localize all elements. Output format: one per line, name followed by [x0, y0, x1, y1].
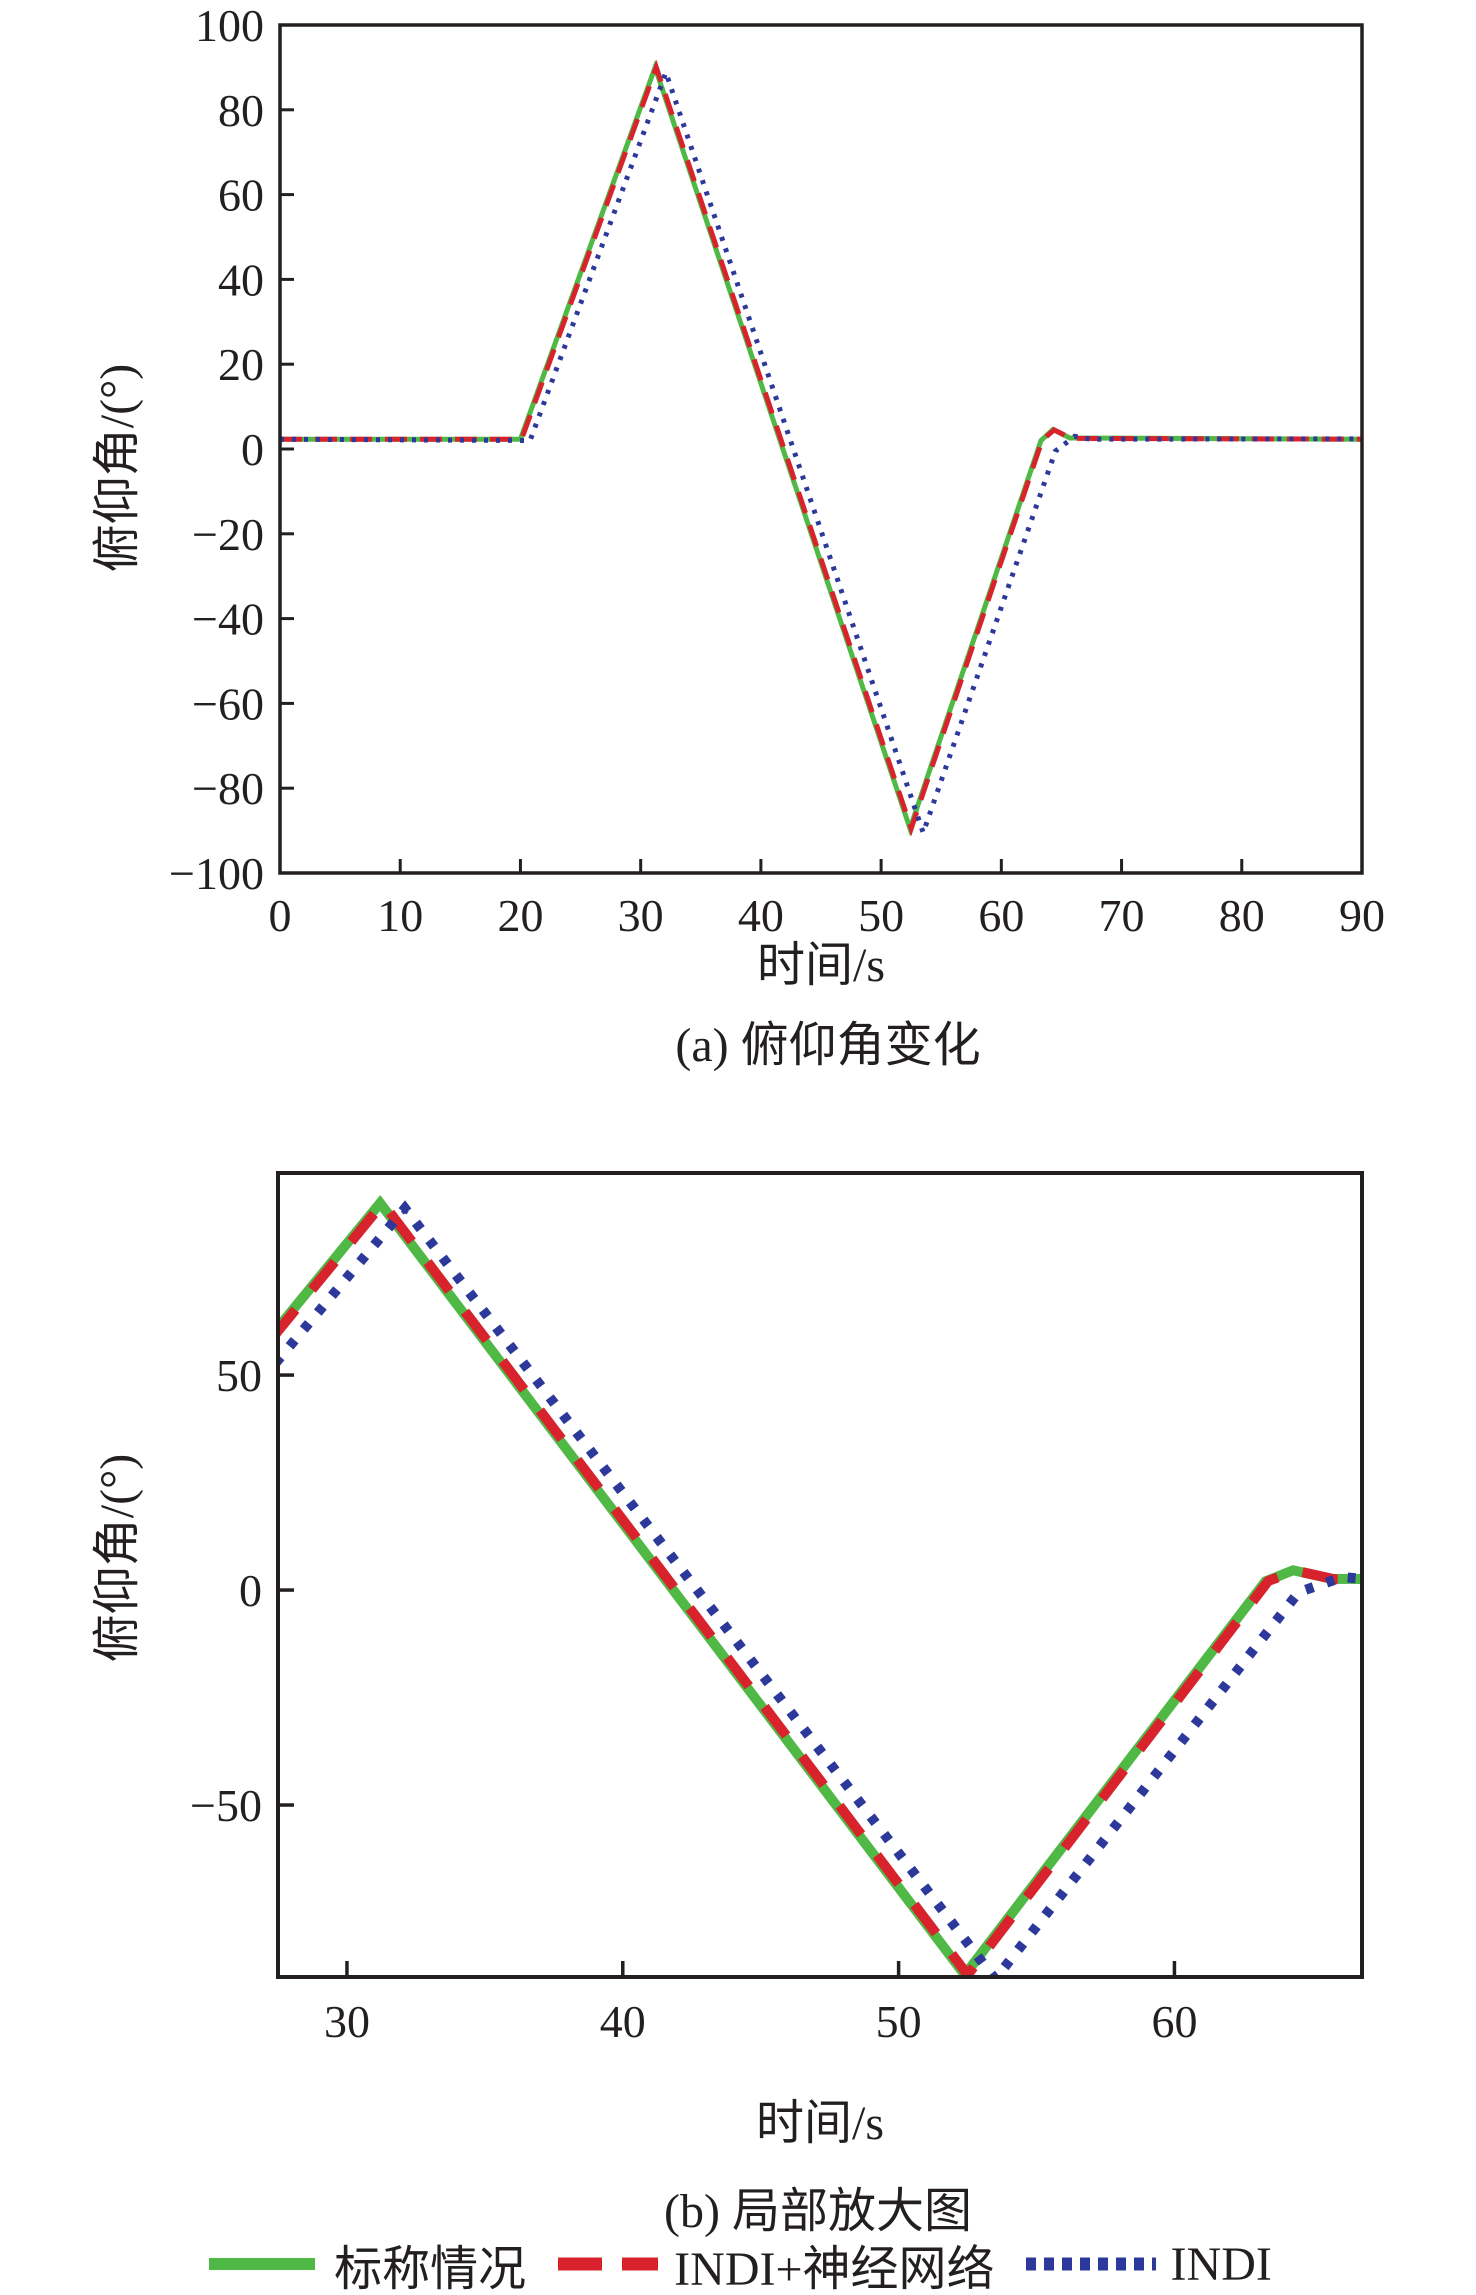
x-tick-label: 30 [618, 890, 664, 941]
x-tick-label: 70 [1099, 890, 1145, 941]
dashed-line-swatch-icon [558, 2257, 659, 2271]
y-tick-label: 20 [218, 339, 264, 390]
x-tick-label: 30 [324, 1996, 370, 2047]
x-tick-label: 40 [600, 1996, 646, 2047]
x-tick-label: 60 [978, 890, 1024, 941]
y-tick-label: 80 [218, 85, 264, 136]
chart-b-x-axis-label: 时间/s [755, 2097, 885, 2150]
legend-item-nominal: 标称情况 [204, 2229, 526, 2295]
chart-b-plot-area: 30 40 50 60 50 0 −50 [190, 1171, 1364, 2047]
y-tick-label: 60 [218, 170, 264, 221]
legend-label-indi-nn: INDI+神经网络 [674, 2243, 995, 2295]
series-dashed [280, 59, 1362, 837]
dotted-line-swatch-icon [1025, 2257, 1156, 2271]
solid-line-swatch-icon [209, 2258, 316, 2270]
chart-b-caption: (b) 局部放大图 [664, 2185, 972, 2238]
chart-a-caption: (a) 俯仰角变化 [675, 1019, 981, 1072]
x-tick-label: 20 [497, 890, 543, 941]
series-solid [278, 1195, 1362, 1977]
plot-border [278, 23, 1364, 875]
x-tick-label: 40 [738, 890, 784, 941]
y-tick-label: −20 [192, 509, 264, 560]
chart-b-y-axis-label: 俯仰角/(°) [91, 1453, 144, 1663]
y-tick-label: −100 [169, 848, 264, 899]
x-tick-label: 80 [1219, 890, 1265, 941]
y-tick-label: 50 [216, 1350, 262, 1401]
y-tick-label: −50 [190, 1780, 262, 1831]
chart-a-plot-area: 0 10 20 30 40 50 60 70 80 90 100 80 60 40 20 0 −20 −40 −60… [169, 0, 1385, 941]
x-tick-label: 0 [269, 890, 292, 941]
legend-label-nominal: 标称情况 [334, 2243, 527, 2295]
x-tick-label: 10 [377, 890, 423, 941]
y-tick-label: 0 [241, 424, 264, 475]
x-tick-label: 90 [1339, 890, 1385, 941]
x-tick-label: 50 [858, 890, 904, 941]
plot-border [276, 1171, 1364, 1979]
legend: 标称情况 INDI+神经网络 INDI [0, 2237, 1476, 2295]
chart-a-x-axis-label: 时间/s [756, 939, 886, 992]
y-tick-label: −80 [192, 763, 264, 814]
y-tick-label: −40 [192, 594, 264, 645]
x-tick-label: 50 [876, 1996, 922, 2047]
chart-a-y-axis-label: 俯仰角/(°) [91, 363, 144, 573]
legend-label-indi: INDI [1170, 2237, 1272, 2291]
y-tick-label: −60 [192, 678, 264, 729]
x-tick-label: 60 [1151, 1996, 1197, 2047]
y-tick-label: 0 [239, 1565, 262, 1616]
legend-item-indi: INDI [1023, 2237, 1272, 2292]
series-dotted [280, 65, 1362, 841]
series-solid [280, 59, 1362, 837]
legend-item-indi-nn: INDI+神经网络 [554, 2229, 995, 2295]
y-tick-label: 40 [218, 254, 264, 305]
y-tick-label: 100 [195, 0, 264, 51]
